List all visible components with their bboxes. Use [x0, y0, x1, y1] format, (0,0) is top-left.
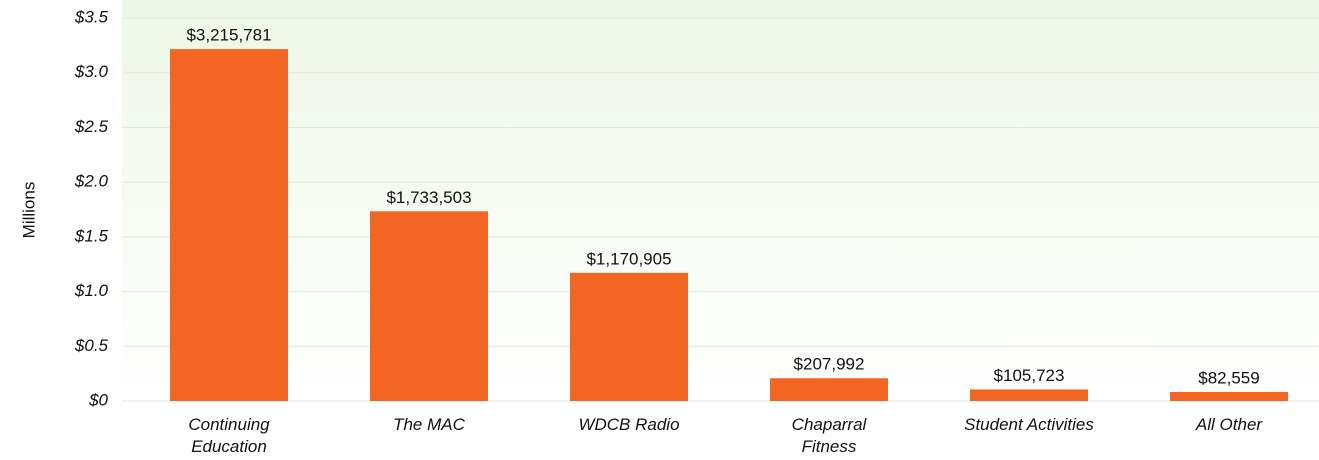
x-tick-label: Chaparral Fitness: [791, 415, 867, 456]
plot-background: [122, 0, 1319, 401]
y-axis-label: Millions: [19, 182, 38, 239]
y-tick-label: $0.5: [74, 336, 109, 355]
data-label: $207,992: [794, 355, 865, 374]
bar: [970, 389, 1088, 401]
x-tick-label: Student Activities: [964, 415, 1094, 434]
x-tick-label: Continuing Education: [188, 415, 270, 456]
y-tick-label: $1.5: [74, 226, 109, 245]
bar: [770, 378, 888, 401]
y-tick-label: $2.5: [74, 117, 109, 136]
x-tick-label: WDCB Radio: [578, 415, 680, 434]
data-label: $82,559: [1198, 368, 1259, 387]
y-tick-label: $3.0: [74, 62, 109, 81]
y-tick-label: $2.0: [74, 172, 109, 191]
x-tick-label: The MAC: [393, 415, 465, 434]
bar: [1170, 391, 1288, 401]
y-tick-label: $1.0: [74, 281, 109, 300]
bar: [370, 211, 488, 401]
bar: [170, 49, 288, 401]
data-label: $1,170,905: [586, 249, 671, 268]
y-tick-label: $0: [88, 390, 108, 409]
bar: [570, 272, 688, 401]
x-tick-label: All Other: [1195, 415, 1263, 434]
data-label: $1,733,503: [386, 188, 471, 207]
data-label: $3,215,781: [186, 26, 271, 45]
data-label: $105,723: [994, 366, 1065, 385]
y-tick-label: $3.5: [74, 7, 109, 26]
